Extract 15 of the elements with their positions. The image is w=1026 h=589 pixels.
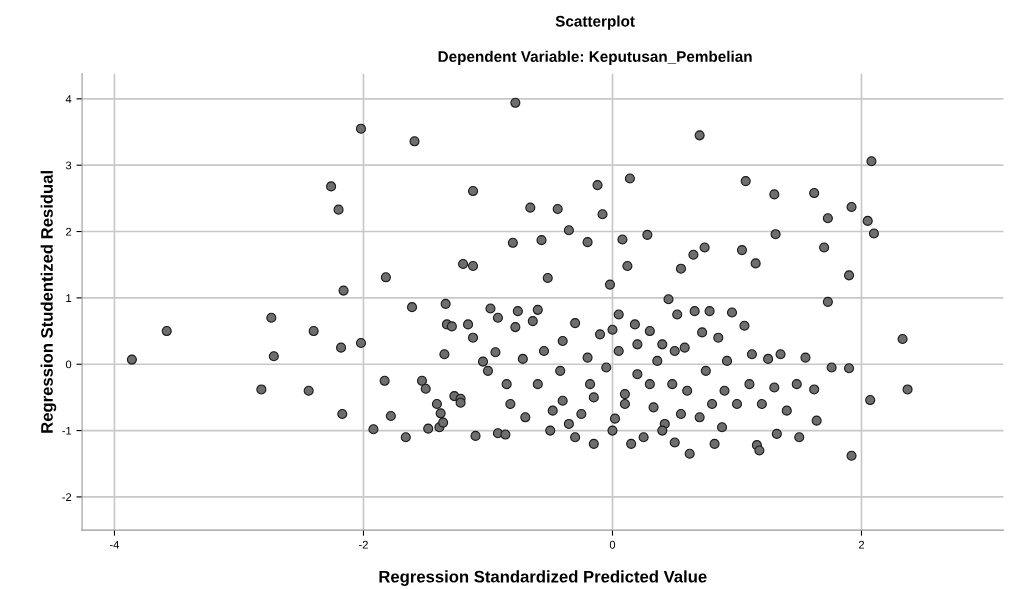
chart-title: Scatterplot xyxy=(555,15,635,30)
chart-subtitle: Dependent Variable: Keputusan_Pembelian xyxy=(438,50,752,66)
y-tick-label: 3 xyxy=(65,161,72,170)
x-tick-label: -4 xyxy=(110,540,120,549)
y-tick-label: 2 xyxy=(66,227,72,236)
x-tick-label: 2 xyxy=(858,540,865,549)
y-tick-label: 1 xyxy=(66,294,72,302)
y-axis-title: Regression Studentized Residual xyxy=(40,171,57,433)
y-tick-label: 4 xyxy=(65,95,72,103)
x-tick-label: 0 xyxy=(609,540,616,549)
y-tick-label: -2 xyxy=(62,493,72,501)
x-axis-title: Regression Standardized Predicted Value xyxy=(379,570,707,586)
y-tick-label: -1 xyxy=(62,426,72,435)
x-tick-label: -2 xyxy=(359,540,368,549)
y-tick-label: 0 xyxy=(65,360,72,369)
